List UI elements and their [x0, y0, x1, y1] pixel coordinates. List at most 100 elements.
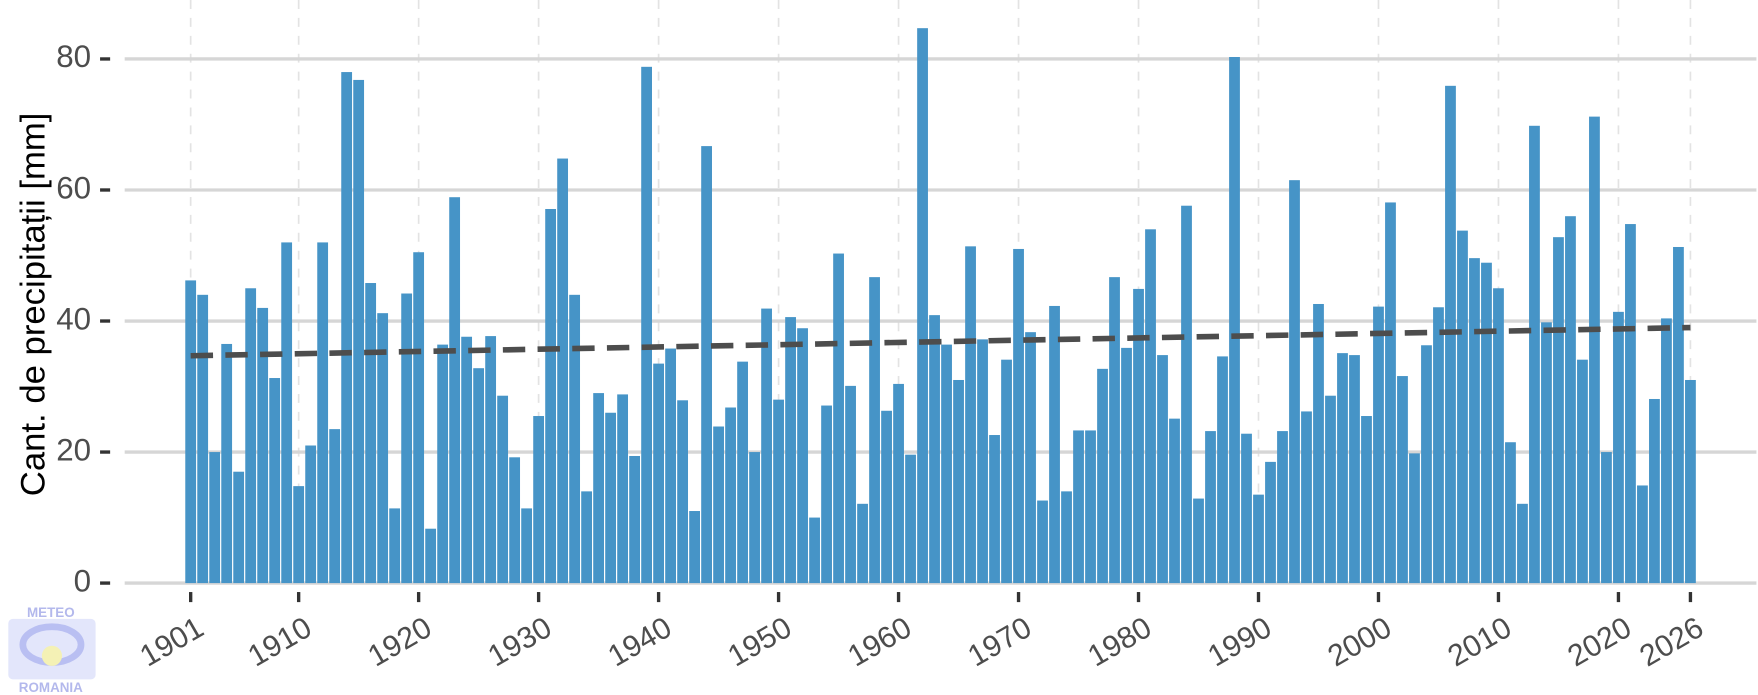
bar: [353, 79, 365, 584]
bar: [1673, 246, 1684, 584]
bar: [569, 294, 581, 584]
bar: [605, 412, 617, 584]
x-tick-label: 1940: [603, 611, 678, 673]
bar: [1025, 332, 1036, 584]
bar: [1097, 368, 1108, 584]
bar: [1637, 485, 1648, 584]
x-tick-label: 1930: [483, 611, 558, 673]
x-tick-label: 2010: [1442, 611, 1517, 673]
x-tick-label: 1980: [1083, 611, 1158, 673]
bar: [485, 336, 497, 584]
bar: [1109, 277, 1120, 584]
bar: [1409, 453, 1420, 584]
bar: [1229, 56, 1240, 584]
bar: [1037, 500, 1048, 584]
bar: [1613, 311, 1624, 584]
bar: [1481, 262, 1492, 584]
bar: [233, 471, 245, 584]
bar: [869, 277, 880, 584]
bar: [509, 457, 521, 584]
bar: [1145, 229, 1156, 584]
bar: [929, 315, 940, 584]
bar: [1469, 258, 1480, 584]
bar: [1541, 322, 1552, 584]
bar: [209, 452, 221, 584]
bar: [857, 503, 868, 584]
bar: [797, 328, 808, 584]
x-tick-label: 2000: [1322, 611, 1397, 673]
bar: [245, 288, 257, 584]
logo-bottom-text: ROMANIA: [19, 680, 83, 695]
bar: [1133, 288, 1144, 584]
y-tick-label: 0: [74, 563, 91, 598]
bar: [1205, 431, 1216, 584]
bar: [1217, 356, 1228, 584]
y-tick-label: 60: [56, 170, 91, 205]
bar: [1301, 411, 1312, 584]
bar: [221, 343, 233, 584]
bar: [581, 491, 593, 584]
bar: [1421, 345, 1432, 584]
x-tick-label: 1960: [843, 611, 918, 673]
bar: [1241, 433, 1252, 584]
bar: [437, 344, 449, 584]
bar: [1601, 452, 1612, 584]
bar: [413, 252, 425, 584]
bar: [749, 452, 760, 584]
bar: [1505, 442, 1516, 584]
bar: [653, 363, 664, 584]
bar: [941, 344, 952, 584]
bar: [1397, 376, 1408, 584]
bar: [833, 253, 844, 584]
bar: [689, 511, 700, 584]
bar: [1649, 398, 1660, 584]
logo: METEO ROMANIA: [8, 605, 96, 695]
bar: [905, 454, 916, 584]
bar: [809, 517, 820, 584]
bar: [989, 435, 1000, 584]
bar: [1337, 353, 1348, 584]
bar: [497, 395, 509, 584]
bar: [401, 293, 413, 584]
bar: [557, 158, 569, 584]
bar: [389, 508, 401, 584]
bar: [713, 426, 724, 584]
bars: [185, 28, 1696, 584]
bar: [545, 208, 557, 584]
x-tick-label: 1970: [963, 611, 1038, 673]
bar: [1661, 318, 1672, 584]
bar: [821, 405, 832, 584]
x-tick-label: 1920: [363, 611, 438, 673]
bar: [773, 399, 784, 584]
bar: [1685, 379, 1696, 584]
bar: [1325, 395, 1336, 584]
bar: [1493, 288, 1504, 584]
bar: [1361, 416, 1372, 584]
bar: [977, 339, 988, 584]
bar: [1193, 498, 1204, 584]
bar: [521, 508, 533, 584]
x-tick-label: 1990: [1202, 611, 1277, 673]
bar: [281, 242, 293, 584]
bar: [257, 307, 269, 584]
bar: [1313, 303, 1324, 584]
bar: [701, 146, 712, 584]
bar: [1265, 461, 1276, 584]
bar: [1589, 116, 1600, 584]
bar: [953, 379, 964, 584]
x-tick-label: 2020: [1562, 611, 1637, 673]
y-tick-label: 40: [56, 301, 91, 336]
bar: [1625, 224, 1636, 584]
bar: [1349, 355, 1360, 584]
bar: [725, 407, 736, 584]
bar: [965, 246, 976, 584]
x-tick-label: 1950: [723, 611, 798, 673]
bar: [1433, 307, 1444, 584]
bar: [1061, 491, 1072, 584]
bar: [881, 410, 892, 584]
bar: [1577, 359, 1588, 584]
bar: [1373, 306, 1384, 584]
bar: [1565, 216, 1576, 584]
bar: [377, 313, 389, 584]
bar: [1457, 230, 1468, 584]
